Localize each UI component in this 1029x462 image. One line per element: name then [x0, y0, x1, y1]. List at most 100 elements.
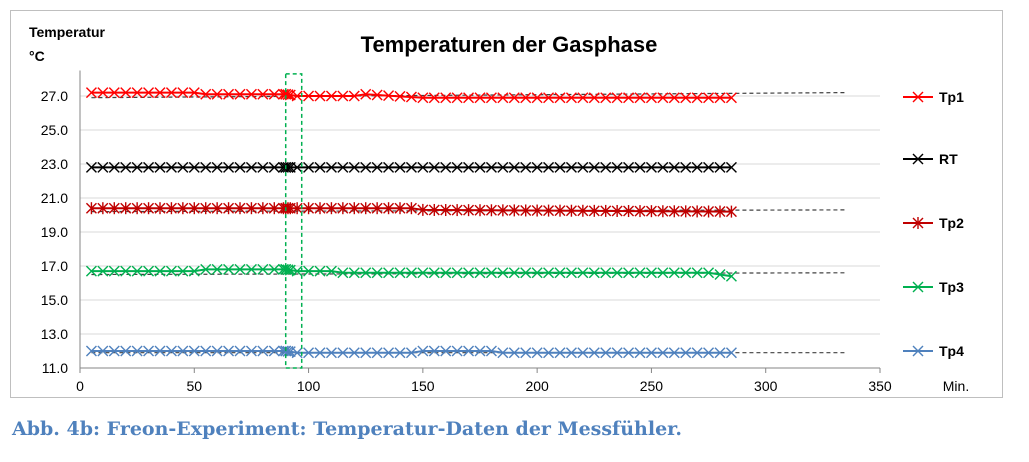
data-point-tp1 — [508, 92, 520, 104]
x-tick-label: 100 — [297, 378, 321, 394]
data-point-tp1 — [97, 87, 109, 99]
data-point-tp3 — [268, 263, 280, 275]
data-point-tp2 — [154, 202, 166, 215]
data-point-tp1 — [383, 90, 395, 102]
y-tick-label: 15.0 — [41, 292, 68, 308]
data-point-rt — [131, 161, 143, 173]
data-point-tp4 — [714, 347, 726, 359]
data-point-tp1 — [108, 87, 120, 99]
data-point-tp3 — [200, 263, 212, 275]
data-point-rt — [645, 161, 657, 173]
data-point-tp1 — [303, 90, 315, 102]
data-point-tp2 — [234, 202, 246, 215]
data-point-tp2 — [623, 205, 635, 218]
series-rt — [85, 161, 737, 173]
data-point-tp1 — [634, 92, 646, 104]
legend-item-tp3: Tp3 — [903, 279, 964, 295]
data-point-tp4 — [85, 345, 97, 357]
data-point-tp2 — [108, 202, 120, 215]
data-point-rt — [284, 161, 296, 173]
data-point-tp2 — [120, 202, 132, 215]
data-point-tp1 — [531, 92, 543, 104]
x-axis-label: Min. — [943, 378, 969, 394]
chart-title: Temperaturen der Gasphase — [361, 32, 658, 57]
data-point-tp3 — [177, 265, 189, 277]
data-point-tp3 — [440, 267, 452, 279]
data-point-rt — [474, 161, 486, 173]
data-point-tp2 — [337, 202, 349, 215]
data-point-rt — [554, 161, 566, 173]
data-point-tp2 — [284, 202, 296, 215]
data-point-tp1 — [314, 90, 326, 102]
data-point-tp4 — [588, 347, 600, 359]
data-point-tp3 — [303, 265, 315, 277]
data-point-rt — [360, 161, 372, 173]
data-point-tp2 — [405, 202, 417, 215]
data-point-tp1 — [463, 92, 475, 104]
data-point-tp3 — [543, 267, 555, 279]
highlight-box — [284, 73, 303, 369]
data-point-tp1 — [268, 88, 280, 100]
data-point-rt — [657, 161, 669, 173]
data-point-tp1 — [554, 92, 566, 104]
data-point-tp2 — [200, 202, 212, 215]
data-point-tp3 — [531, 267, 543, 279]
data-point-tp2 — [703, 205, 715, 218]
data-point-tp4 — [508, 347, 520, 359]
data-point-rt — [188, 161, 200, 173]
legend-item-tp2: Tp2 — [903, 215, 964, 231]
data-point-tp2 — [668, 205, 680, 218]
data-point-tp4 — [680, 347, 692, 359]
data-point-tp3 — [657, 267, 669, 279]
data-point-tp1 — [282, 89, 294, 101]
data-point-tp3 — [165, 265, 177, 277]
data-point-tp2 — [451, 204, 463, 217]
data-point-rt — [348, 161, 360, 173]
data-point-tp4 — [337, 347, 349, 359]
data-point-tp3 — [383, 267, 395, 279]
data-point-rt — [668, 161, 680, 173]
data-point-tp4 — [211, 345, 223, 357]
data-point-tp2 — [565, 204, 577, 217]
data-point-tp4 — [348, 347, 360, 359]
data-point-tp1 — [337, 90, 349, 102]
data-point-tp4 — [325, 347, 337, 359]
data-point-tp1 — [714, 92, 726, 104]
data-point-tp3 — [325, 265, 337, 277]
data-point-tp2 — [314, 202, 326, 215]
data-point-tp3 — [405, 267, 417, 279]
data-point-rt — [223, 161, 235, 173]
data-point-tp2 — [223, 202, 235, 215]
data-point-rt — [108, 161, 120, 173]
data-point-tp3 — [211, 263, 223, 275]
data-point-rt — [485, 161, 497, 173]
data-point-tp3 — [223, 263, 235, 275]
data-point-rt — [714, 161, 726, 173]
data-point-tp3 — [611, 267, 623, 279]
data-point-tp4 — [223, 345, 235, 357]
data-point-tp2 — [531, 204, 543, 217]
data-point-tp1 — [177, 87, 189, 99]
data-point-tp2 — [520, 204, 532, 217]
data-point-tp1 — [371, 89, 383, 101]
data-point-tp1 — [623, 92, 635, 104]
data-point-tp2 — [97, 202, 109, 215]
series-tp1 — [85, 87, 737, 104]
data-point-tp4 — [108, 345, 120, 357]
y-tick-label: 19.0 — [41, 224, 68, 240]
data-point-tp3 — [348, 267, 360, 279]
data-point-tp1 — [725, 92, 737, 104]
x-tick-label: 50 — [186, 378, 202, 394]
data-point-rt — [97, 161, 109, 173]
data-point-tp2 — [348, 202, 360, 215]
data-point-rt — [680, 161, 692, 173]
data-point-tp2 — [268, 202, 280, 215]
data-point-rt — [303, 161, 315, 173]
data-point-tp3 — [565, 267, 577, 279]
data-point-tp3 — [520, 267, 532, 279]
data-point-tp1 — [645, 92, 657, 104]
data-point-tp2 — [588, 204, 600, 217]
data-point-tp3 — [463, 267, 475, 279]
data-point-rt — [634, 161, 646, 173]
data-point-tp2 — [577, 204, 589, 217]
